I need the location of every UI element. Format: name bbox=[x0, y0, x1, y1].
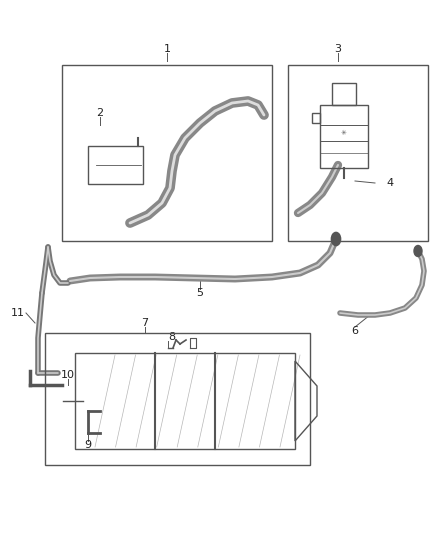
Text: ✳: ✳ bbox=[341, 130, 347, 136]
Text: 4: 4 bbox=[386, 178, 394, 188]
Text: 3: 3 bbox=[335, 44, 342, 54]
Text: 1: 1 bbox=[163, 44, 170, 54]
Ellipse shape bbox=[414, 246, 422, 256]
Ellipse shape bbox=[332, 232, 340, 246]
Text: 6: 6 bbox=[352, 326, 358, 336]
Text: 2: 2 bbox=[96, 108, 103, 118]
Text: 11: 11 bbox=[11, 308, 25, 318]
Text: 9: 9 bbox=[85, 440, 92, 450]
Text: 8: 8 bbox=[169, 332, 176, 342]
Text: 5: 5 bbox=[197, 288, 204, 298]
Text: 10: 10 bbox=[61, 370, 75, 380]
Text: 7: 7 bbox=[141, 318, 148, 328]
